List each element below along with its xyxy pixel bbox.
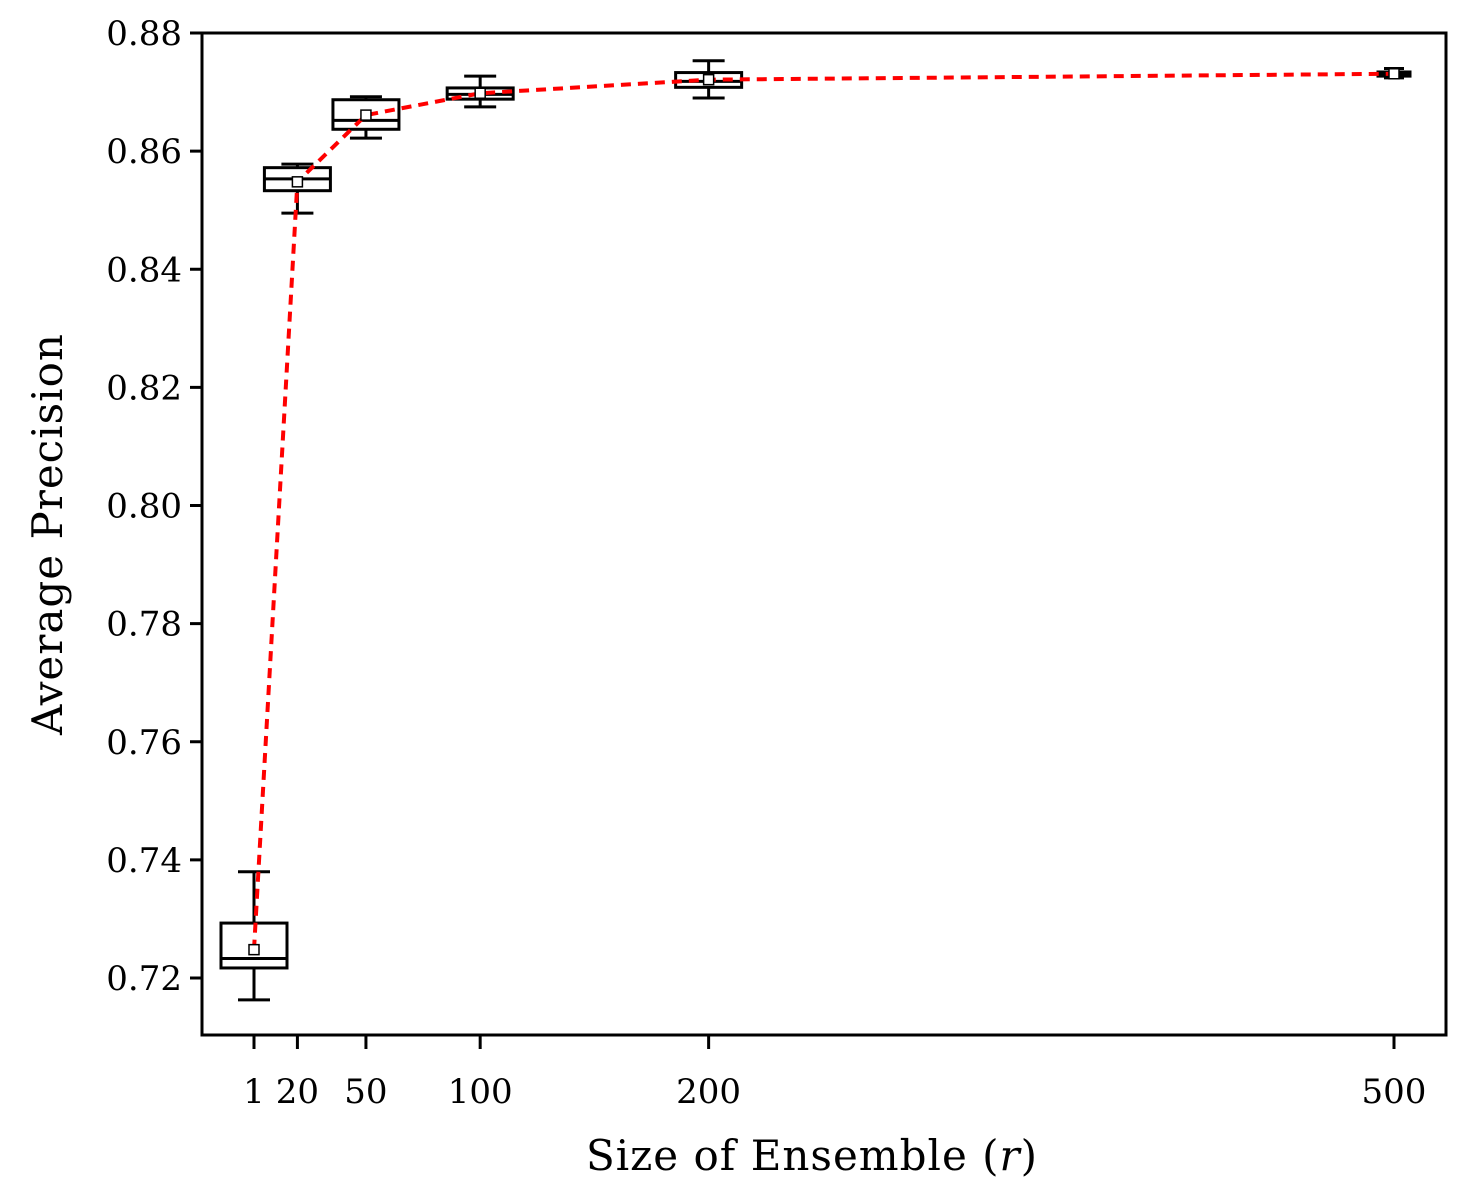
y-tick-label: 0.80 [106, 487, 182, 527]
y-tick-label: 0.86 [106, 132, 182, 172]
plot-area [219, 59, 1412, 1002]
x-tick-label: 1 [243, 1072, 265, 1112]
mean-marker [291, 176, 304, 188]
x-tick-label: 100 [448, 1072, 513, 1112]
y-tick-label: 0.84 [106, 250, 182, 290]
mean-marker [360, 109, 372, 121]
y-tick-label: 0.78 [106, 605, 182, 645]
x-axis: 1 20 50 100 200 500 [243, 1035, 1426, 1112]
x-axis-title-suffix: ) [1021, 1131, 1038, 1180]
x-axis-title: Size of Ensemble (r) [586, 1131, 1038, 1180]
y-tick-label: 0.74 [106, 841, 182, 881]
x-axis-title-prefix: Size of Ensemble ( [586, 1131, 1000, 1180]
x-tick-label: 500 [1362, 1072, 1427, 1112]
y-tick-label: 0.72 [106, 959, 182, 999]
y-tick-label: 0.88 [106, 14, 182, 54]
mean-marker [1388, 68, 1400, 80]
y-tick-label: 0.82 [106, 368, 182, 408]
plot-frame [200, 31, 1448, 1037]
mean-marker [474, 87, 486, 99]
box-plot [262, 162, 332, 215]
x-axis-title-variable: r [1000, 1131, 1023, 1180]
mean-line [252, 71, 1395, 950]
x-tick-label: 200 [676, 1072, 741, 1112]
y-axis: 0.72 0.74 0.76 0.78 0.80 0.82 0.84 0.86 0.88 [106, 14, 202, 999]
box-plot [219, 870, 289, 1002]
x-tick-label: 20 [276, 1072, 319, 1112]
y-tick-label: 0.76 [106, 723, 182, 763]
mean-marker [702, 73, 715, 86]
mean-marker [248, 943, 260, 956]
y-axis-title: Average Precision [23, 333, 72, 736]
x-tick-label: 50 [344, 1072, 387, 1112]
